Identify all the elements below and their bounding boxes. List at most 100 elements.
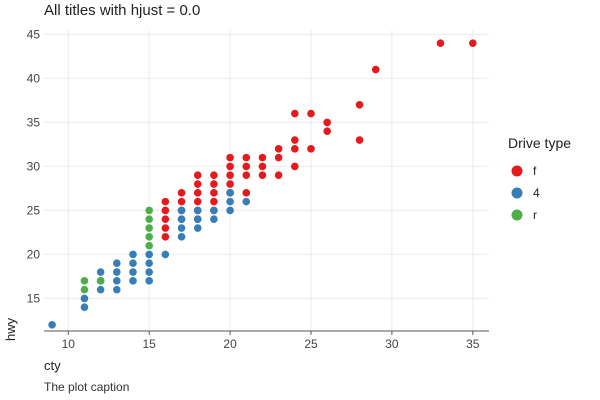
data-point-4 (177, 206, 186, 215)
data-point-4 (210, 206, 218, 215)
data-point-r (145, 206, 153, 215)
data-point-r (145, 241, 153, 250)
data-point-4 (226, 206, 234, 215)
data-point-4 (129, 259, 137, 268)
data-point-f (242, 189, 251, 197)
data-point-f (258, 153, 267, 162)
data-point-f (307, 109, 315, 118)
data-point-f (193, 171, 202, 180)
data-point-f (193, 197, 202, 206)
data-point-4 (242, 197, 251, 206)
data-point-f (210, 189, 218, 197)
x-tick-label: 20 (223, 337, 237, 351)
data-point-r (96, 277, 105, 285)
data-points (48, 39, 477, 329)
data-point-f (242, 171, 251, 180)
legend-key-f (511, 165, 523, 177)
y-tick-label: 40 (27, 71, 41, 85)
data-point-f (371, 65, 380, 74)
data-point-4 (226, 197, 234, 206)
y-tick-label: 25 (27, 203, 41, 217)
data-point-f (258, 162, 267, 171)
legend-label-f: f (533, 164, 537, 178)
data-point-f (355, 101, 364, 109)
data-point-f (161, 197, 170, 206)
data-point-f (193, 189, 202, 197)
data-point-4 (113, 285, 121, 294)
data-point-f (274, 145, 283, 153)
x-axis-label: cty (44, 358, 61, 373)
x-axis-ticks: 10 15 20 25 30 35 (62, 331, 480, 351)
data-point-f (291, 162, 299, 171)
data-point-r (145, 224, 153, 232)
data-point-f (274, 171, 283, 180)
data-point-4 (113, 277, 121, 285)
data-point-4 (193, 215, 202, 224)
data-point-f (242, 153, 251, 162)
data-point-4 (226, 189, 234, 197)
legend: Drive type f 4 r (508, 135, 571, 222)
data-point-4 (145, 268, 153, 276)
data-point-f (291, 136, 299, 144)
grid-lines (44, 30, 489, 331)
data-point-f (291, 109, 299, 118)
data-point-4 (80, 303, 89, 312)
data-point-4 (113, 268, 121, 276)
x-tick-label: 25 (304, 337, 318, 351)
data-point-f (193, 180, 202, 188)
legend-label-4: 4 (533, 186, 540, 200)
data-point-f (177, 197, 186, 206)
data-point-f (161, 224, 170, 232)
data-point-4 (96, 268, 105, 276)
data-point-f (226, 180, 234, 188)
data-point-r (145, 233, 153, 241)
data-point-4 (210, 215, 218, 224)
data-point-4 (113, 259, 121, 268)
x-tick-label: 10 (62, 337, 76, 351)
data-point-f (323, 127, 331, 136)
data-point-f (291, 145, 299, 153)
data-point-r (80, 277, 89, 285)
data-point-f (355, 136, 364, 144)
data-point-4 (177, 215, 186, 224)
data-point-f (274, 153, 283, 162)
data-point-4 (48, 321, 56, 329)
x-tick-label: 15 (143, 337, 157, 351)
y-tick-label: 35 (27, 115, 41, 129)
data-point-f (226, 153, 234, 162)
x-tick-label: 30 (385, 337, 399, 351)
data-point-f (226, 162, 234, 171)
data-point-r (80, 285, 89, 294)
data-point-f (161, 233, 170, 241)
legend-key-4 (511, 187, 523, 199)
data-point-4 (177, 224, 186, 232)
data-point-f (323, 118, 331, 127)
data-point-f (307, 145, 315, 153)
legend-title: Drive type (508, 135, 571, 151)
data-point-f (177, 189, 186, 197)
data-point-f (161, 215, 170, 224)
data-point-f (436, 39, 445, 48)
x-tick-label: 35 (466, 337, 480, 351)
data-point-f (226, 171, 234, 180)
y-axis-label: hwy (3, 317, 18, 341)
data-point-4 (129, 268, 137, 276)
data-point-f (161, 206, 170, 215)
data-point-f (469, 39, 477, 48)
data-point-4 (193, 224, 202, 232)
data-point-4 (129, 277, 137, 285)
chart-title: All titles with hjust = 0.0 (44, 2, 200, 19)
y-tick-label: 45 (27, 27, 41, 41)
data-point-r (145, 215, 153, 224)
data-point-4 (177, 233, 186, 241)
legend-key-r (511, 209, 523, 221)
data-point-f (258, 171, 267, 180)
data-point-4 (145, 259, 153, 268)
data-point-4 (80, 294, 89, 303)
data-point-4 (145, 277, 153, 285)
data-point-f (210, 180, 218, 188)
y-tick-label: 20 (27, 247, 41, 261)
data-point-f (210, 171, 218, 180)
plot-caption: The plot caption (44, 380, 129, 394)
